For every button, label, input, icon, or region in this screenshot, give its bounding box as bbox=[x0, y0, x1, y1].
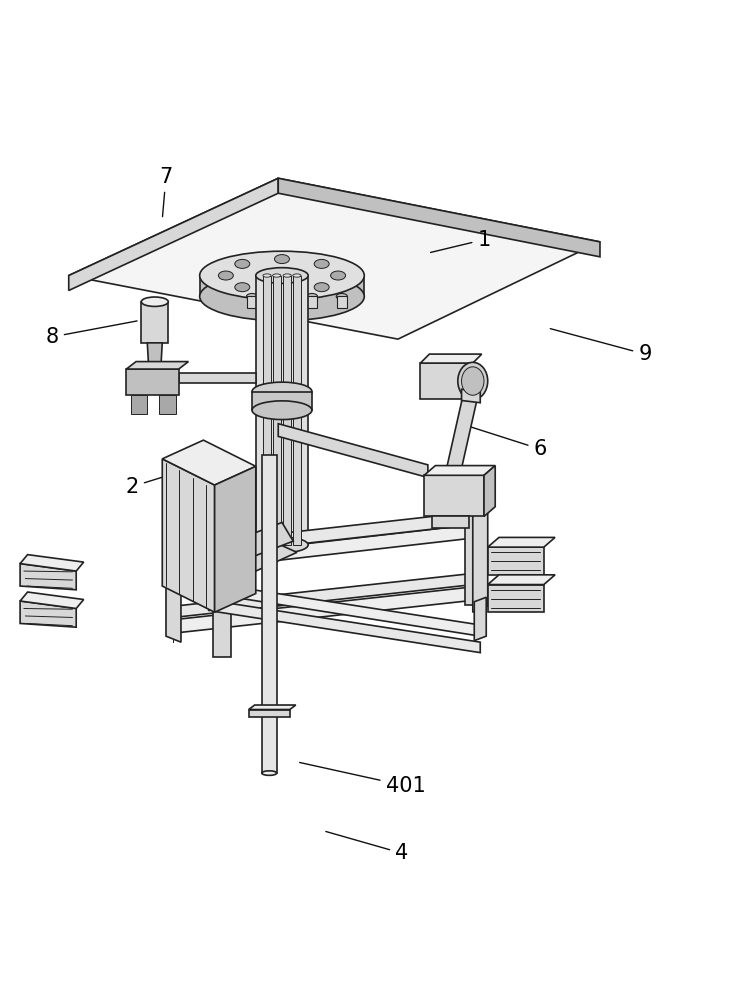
Polygon shape bbox=[439, 395, 478, 501]
Polygon shape bbox=[173, 586, 480, 633]
Text: 6: 6 bbox=[468, 426, 547, 459]
Polygon shape bbox=[487, 585, 544, 612]
Ellipse shape bbox=[273, 274, 281, 277]
Polygon shape bbox=[487, 547, 544, 575]
Polygon shape bbox=[213, 455, 231, 657]
Polygon shape bbox=[466, 478, 480, 605]
Polygon shape bbox=[462, 389, 480, 403]
Ellipse shape bbox=[235, 259, 250, 268]
Polygon shape bbox=[126, 369, 179, 395]
Ellipse shape bbox=[252, 382, 312, 401]
Ellipse shape bbox=[235, 283, 250, 292]
Ellipse shape bbox=[462, 367, 484, 395]
Text: 1: 1 bbox=[430, 230, 490, 252]
Ellipse shape bbox=[330, 271, 345, 280]
Polygon shape bbox=[249, 710, 290, 717]
Text: 401: 401 bbox=[300, 762, 425, 796]
Polygon shape bbox=[164, 511, 478, 559]
Polygon shape bbox=[249, 705, 296, 710]
Polygon shape bbox=[276, 296, 287, 308]
Ellipse shape bbox=[306, 293, 318, 299]
Polygon shape bbox=[424, 466, 495, 475]
Polygon shape bbox=[215, 601, 480, 653]
Polygon shape bbox=[164, 524, 478, 573]
Polygon shape bbox=[173, 573, 480, 617]
Ellipse shape bbox=[219, 271, 234, 280]
Polygon shape bbox=[20, 564, 76, 590]
Ellipse shape bbox=[200, 251, 364, 300]
Polygon shape bbox=[293, 276, 301, 545]
Polygon shape bbox=[131, 395, 147, 414]
Polygon shape bbox=[336, 296, 347, 308]
Polygon shape bbox=[215, 584, 480, 636]
Polygon shape bbox=[487, 575, 555, 585]
Polygon shape bbox=[141, 302, 168, 343]
Polygon shape bbox=[20, 601, 76, 627]
Ellipse shape bbox=[293, 274, 301, 277]
Ellipse shape bbox=[336, 293, 348, 299]
Ellipse shape bbox=[274, 288, 289, 296]
Polygon shape bbox=[166, 537, 181, 642]
Ellipse shape bbox=[141, 297, 168, 306]
Polygon shape bbox=[262, 455, 276, 773]
Polygon shape bbox=[256, 276, 308, 545]
Polygon shape bbox=[215, 534, 297, 571]
Text: 7: 7 bbox=[159, 167, 173, 217]
Polygon shape bbox=[273, 276, 281, 545]
Polygon shape bbox=[209, 567, 221, 611]
Ellipse shape bbox=[283, 274, 291, 277]
Polygon shape bbox=[179, 373, 256, 383]
Polygon shape bbox=[20, 555, 83, 571]
Polygon shape bbox=[147, 343, 162, 369]
Polygon shape bbox=[200, 276, 364, 296]
Polygon shape bbox=[278, 178, 600, 257]
Polygon shape bbox=[421, 363, 473, 399]
Ellipse shape bbox=[262, 771, 276, 775]
Polygon shape bbox=[278, 424, 428, 478]
Polygon shape bbox=[20, 592, 83, 608]
Text: 4: 4 bbox=[326, 831, 409, 863]
Polygon shape bbox=[252, 392, 312, 410]
Polygon shape bbox=[421, 354, 481, 363]
Polygon shape bbox=[484, 466, 495, 516]
Text: 8: 8 bbox=[46, 321, 137, 347]
Polygon shape bbox=[215, 466, 256, 612]
Polygon shape bbox=[475, 597, 486, 641]
Ellipse shape bbox=[314, 259, 329, 268]
Ellipse shape bbox=[274, 255, 289, 264]
Text: 2: 2 bbox=[125, 456, 231, 497]
Ellipse shape bbox=[246, 293, 258, 299]
Polygon shape bbox=[432, 516, 469, 528]
Polygon shape bbox=[473, 501, 487, 612]
Polygon shape bbox=[162, 440, 256, 485]
Polygon shape bbox=[69, 178, 278, 290]
Polygon shape bbox=[234, 522, 293, 560]
Polygon shape bbox=[424, 475, 484, 516]
Ellipse shape bbox=[314, 283, 329, 292]
Polygon shape bbox=[306, 296, 317, 308]
Ellipse shape bbox=[458, 362, 487, 400]
Polygon shape bbox=[283, 276, 291, 545]
Ellipse shape bbox=[200, 272, 364, 321]
Polygon shape bbox=[126, 362, 189, 369]
Ellipse shape bbox=[263, 274, 271, 277]
Polygon shape bbox=[263, 276, 271, 545]
Ellipse shape bbox=[256, 537, 308, 553]
Polygon shape bbox=[162, 459, 215, 612]
Polygon shape bbox=[487, 537, 555, 547]
Polygon shape bbox=[158, 395, 176, 414]
Ellipse shape bbox=[256, 268, 308, 283]
Polygon shape bbox=[247, 296, 258, 308]
Polygon shape bbox=[69, 178, 600, 339]
Ellipse shape bbox=[252, 401, 312, 420]
Text: 9: 9 bbox=[550, 329, 652, 364]
Ellipse shape bbox=[276, 293, 288, 299]
